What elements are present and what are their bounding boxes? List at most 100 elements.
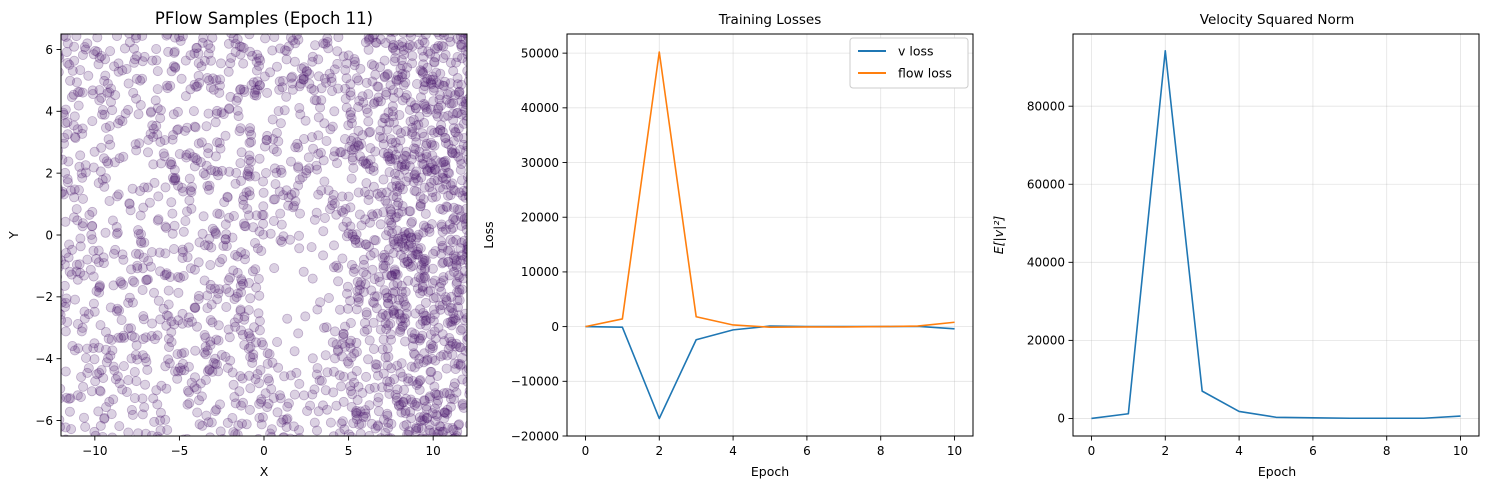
scatter-point bbox=[64, 239, 75, 250]
scatter-point bbox=[385, 156, 396, 167]
scatter-point bbox=[370, 423, 381, 434]
scatter-point bbox=[411, 79, 422, 90]
scatter-point bbox=[322, 34, 333, 44]
scatter-point bbox=[336, 418, 347, 429]
scatter-point bbox=[434, 94, 445, 105]
scatter-xtick-label--10: −10 bbox=[82, 444, 107, 458]
scatter-point bbox=[75, 150, 86, 161]
scatter-point bbox=[72, 215, 83, 226]
scatter-point bbox=[400, 233, 411, 244]
scatter-point bbox=[398, 384, 409, 395]
scatter-point bbox=[338, 207, 349, 218]
scatter-point bbox=[442, 89, 453, 100]
scatter-point bbox=[203, 48, 214, 59]
scatter-point bbox=[298, 74, 309, 85]
scatter-point bbox=[372, 291, 383, 302]
scatter-point bbox=[72, 318, 83, 329]
scatter-point bbox=[239, 339, 250, 350]
scatter-point bbox=[168, 130, 179, 141]
scatter-point bbox=[238, 84, 249, 95]
scatter-point bbox=[61, 308, 64, 318]
scatter-point bbox=[219, 197, 230, 208]
scatter-point bbox=[418, 117, 429, 128]
scatter-point bbox=[415, 304, 426, 315]
scatter-point bbox=[261, 134, 272, 145]
scatter-point bbox=[194, 237, 205, 248]
scatter-point bbox=[142, 147, 153, 158]
scatter-point bbox=[138, 333, 149, 344]
scatter-point bbox=[390, 268, 401, 279]
scatter-point bbox=[432, 175, 443, 186]
legend-label-v-loss: v loss bbox=[898, 44, 934, 59]
scatter-point bbox=[457, 34, 467, 37]
scatter-point bbox=[178, 226, 189, 237]
scatter-point bbox=[94, 287, 105, 298]
scatter-point bbox=[138, 202, 149, 213]
scatter-point bbox=[93, 59, 104, 70]
scatter-point bbox=[346, 371, 357, 382]
scatter-point bbox=[415, 333, 426, 344]
scatter-point bbox=[161, 80, 172, 91]
scatter-point bbox=[129, 332, 140, 343]
scatter-point bbox=[65, 393, 76, 404]
scatter-point bbox=[69, 184, 80, 195]
scatter-point bbox=[170, 62, 181, 73]
scatter-point bbox=[173, 287, 184, 298]
scatter-point bbox=[304, 163, 315, 174]
scatter-point bbox=[379, 252, 390, 263]
scatter-point bbox=[103, 134, 114, 145]
scatter-point bbox=[172, 125, 183, 136]
scatter-point bbox=[303, 152, 314, 163]
scatter-point bbox=[361, 307, 372, 318]
scatter-point bbox=[457, 190, 467, 201]
scatter-point bbox=[445, 36, 456, 47]
scatter-point bbox=[457, 398, 467, 409]
scatter-point bbox=[453, 358, 464, 369]
scatter-point bbox=[178, 186, 189, 197]
scatter-point bbox=[237, 397, 248, 408]
scatter-point bbox=[200, 332, 211, 343]
scatter-point bbox=[271, 61, 282, 72]
scatter-point bbox=[316, 375, 327, 386]
scatter-point bbox=[375, 219, 386, 230]
scatter-point bbox=[448, 250, 459, 261]
scatter-point bbox=[390, 175, 401, 186]
scatter-point bbox=[226, 52, 237, 63]
scatter-point bbox=[408, 348, 419, 359]
scatter-point bbox=[289, 200, 300, 211]
scatter-point bbox=[174, 362, 185, 373]
scatter-point bbox=[377, 308, 388, 319]
scatter-point bbox=[133, 228, 144, 239]
scatter-ytick-label--2: −2 bbox=[35, 290, 53, 304]
scatter-point bbox=[361, 371, 372, 382]
scatter-point bbox=[438, 275, 449, 286]
scatter-point bbox=[429, 56, 440, 67]
scatter-point bbox=[119, 43, 130, 54]
scatter-point bbox=[442, 350, 453, 361]
losses-xtick-label-8: 8 bbox=[877, 444, 885, 458]
scatter-point bbox=[210, 227, 221, 238]
scatter-point bbox=[156, 380, 167, 391]
scatter-point bbox=[61, 280, 70, 291]
scatter-point bbox=[395, 249, 406, 260]
scatter-point bbox=[235, 158, 246, 169]
scatter-point bbox=[456, 39, 467, 50]
scatter-point bbox=[397, 154, 408, 165]
scatter-point bbox=[168, 109, 179, 120]
scatter-point bbox=[448, 214, 459, 225]
scatter-point bbox=[205, 55, 216, 66]
scatter-point bbox=[385, 206, 396, 217]
scatter-point bbox=[105, 139, 116, 150]
scatter-point bbox=[336, 381, 347, 392]
scatter-point bbox=[143, 255, 154, 266]
scatter-point bbox=[275, 393, 286, 404]
scatter-point bbox=[372, 188, 383, 199]
scatter-point bbox=[259, 141, 270, 152]
scatter-point bbox=[166, 159, 177, 170]
scatter-point bbox=[235, 304, 246, 315]
scatter-point bbox=[351, 346, 362, 357]
scatter-point bbox=[332, 46, 343, 57]
scatter-point bbox=[429, 175, 440, 186]
scatter-point bbox=[406, 413, 417, 424]
scatter-point bbox=[442, 256, 453, 267]
